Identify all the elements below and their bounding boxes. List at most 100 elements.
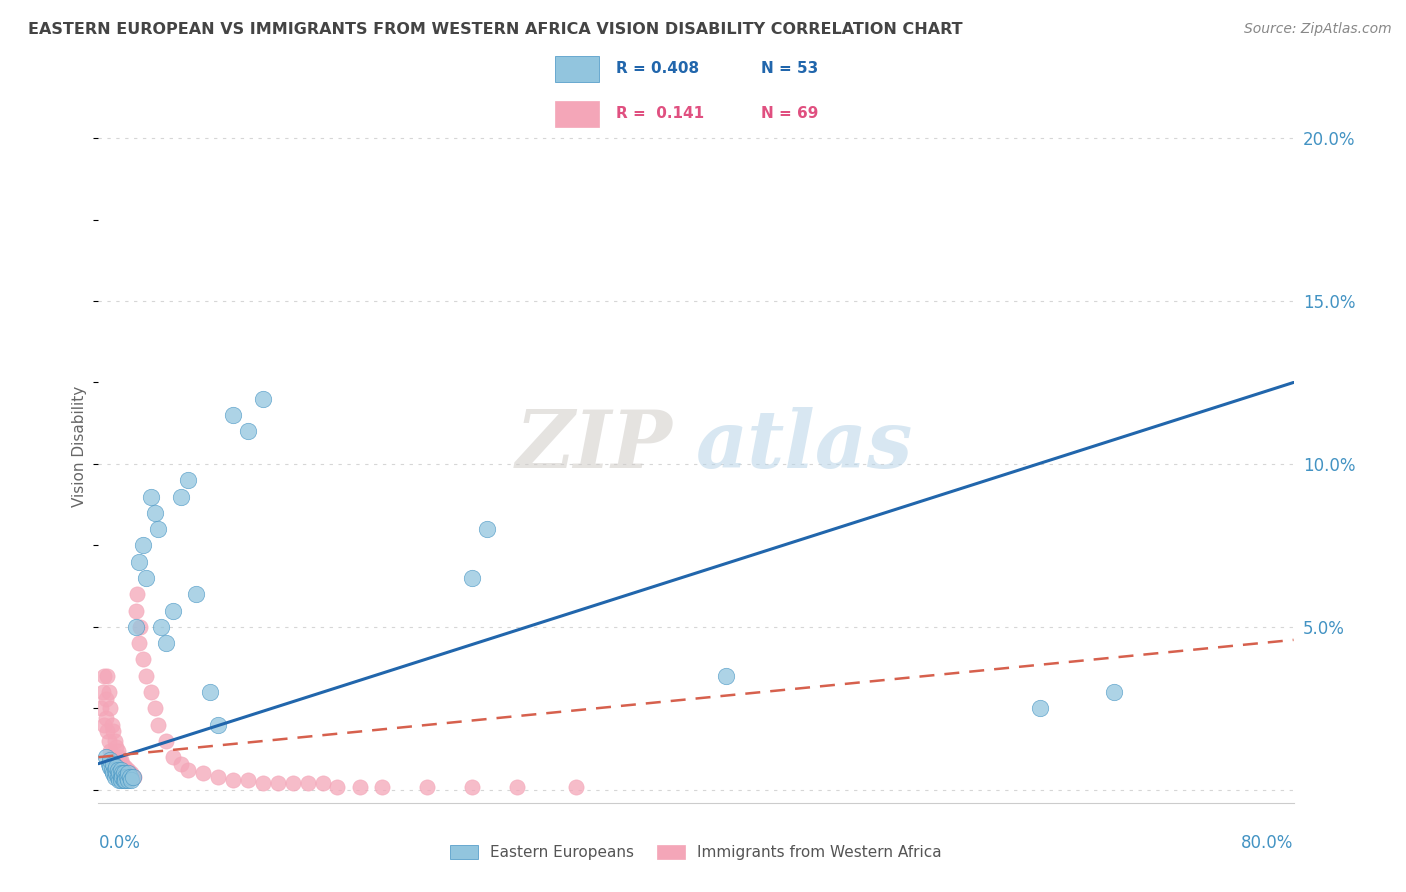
Point (127, 587, 149, 601)
Point (267, 776, 290, 790)
Point (169, 490, 191, 504)
Point (236, 772, 259, 787)
Point (114, 772, 136, 787)
Point (150, 620, 173, 634)
Point (105, 760, 128, 774)
Point (107, 744, 129, 758)
Text: ZIP: ZIP (515, 408, 672, 484)
Point (112, 772, 135, 787)
Text: EASTERN EUROPEAN VS IMMIGRANTS FROM WESTERN AFRICA VISION DISABILITY CORRELATION: EASTERN EUROPEAN VS IMMIGRANTS FROM WEST… (28, 22, 963, 37)
Text: R =  0.141: R = 0.141 (616, 106, 703, 121)
Text: 0.0%: 0.0% (98, 834, 141, 852)
Point (103, 724, 125, 739)
Point (200, 685, 222, 699)
Point (169, 756, 191, 771)
Point (132, 652, 155, 666)
Point (108, 770, 131, 784)
Point (139, 490, 162, 504)
Point (105, 763, 128, 777)
Text: 80.0%: 80.0% (1241, 834, 1294, 852)
Point (110, 772, 132, 787)
Point (103, 756, 125, 771)
Point (118, 770, 141, 784)
Point (143, 701, 166, 715)
Point (714, 669, 737, 683)
Point (110, 763, 132, 777)
Point (114, 772, 136, 787)
Point (90, 701, 112, 715)
Point (326, 780, 349, 794)
Point (111, 772, 134, 787)
Point (112, 760, 135, 774)
Point (117, 772, 139, 787)
Point (110, 770, 132, 784)
Point (281, 776, 304, 790)
Point (96, 724, 118, 739)
Point (135, 571, 157, 585)
Point (155, 734, 177, 748)
Point (222, 408, 245, 422)
Bar (555, 56, 599, 82)
Point (148, 717, 170, 731)
Point (129, 620, 152, 634)
Point (117, 772, 139, 787)
Point (120, 766, 142, 780)
Point (111, 756, 134, 771)
Point (184, 587, 207, 601)
Point (1104, 685, 1126, 699)
Point (100, 744, 122, 758)
Point (117, 763, 139, 777)
Text: N = 53: N = 53 (761, 62, 818, 77)
Point (155, 636, 177, 650)
Point (117, 766, 139, 780)
Point (125, 603, 148, 617)
Point (135, 669, 157, 683)
Point (104, 760, 127, 774)
Point (112, 772, 135, 787)
Point (222, 772, 245, 787)
Point (108, 750, 131, 764)
Text: atlas: atlas (696, 408, 914, 484)
Point (252, 392, 274, 406)
Point (115, 772, 138, 787)
Point (118, 766, 141, 780)
Point (191, 766, 214, 780)
Point (104, 770, 127, 784)
Text: R = 0.408: R = 0.408 (616, 62, 699, 77)
Point (115, 770, 138, 784)
Point (101, 750, 124, 764)
Point (101, 717, 124, 731)
Point (115, 763, 138, 777)
Point (121, 770, 143, 784)
Point (108, 772, 131, 787)
Point (461, 571, 484, 585)
Point (104, 734, 127, 748)
Point (120, 772, 142, 787)
Point (132, 538, 155, 552)
Point (349, 780, 371, 794)
Y-axis label: Vision Disability: Vision Disability (72, 385, 87, 507)
Point (112, 766, 135, 780)
Point (311, 776, 333, 790)
Point (100, 760, 122, 774)
Point (125, 620, 148, 634)
Point (96, 669, 118, 683)
Point (97, 685, 120, 699)
Bar (555, 101, 599, 127)
Point (94, 750, 117, 764)
Point (143, 506, 166, 520)
Point (110, 754, 132, 768)
Point (139, 685, 162, 699)
Point (416, 780, 439, 794)
Point (110, 770, 132, 784)
Point (93, 669, 115, 683)
Point (97, 734, 120, 748)
Point (103, 766, 125, 780)
Point (107, 770, 129, 784)
Point (121, 770, 143, 784)
Point (114, 760, 136, 774)
Point (297, 776, 319, 790)
Point (128, 555, 150, 569)
Point (207, 717, 229, 731)
Text: Source: ZipAtlas.com: Source: ZipAtlas.com (1244, 22, 1392, 37)
